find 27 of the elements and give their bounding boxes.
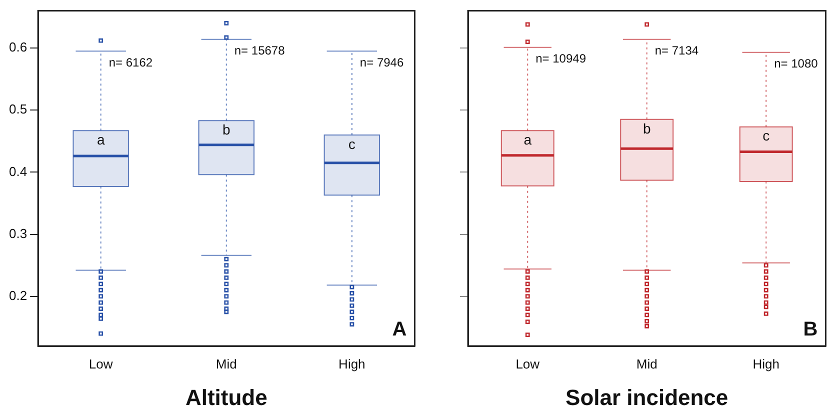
annotation: A bbox=[392, 318, 407, 341]
annotation: c bbox=[348, 136, 356, 152]
annotation: b bbox=[222, 122, 230, 138]
y-tick-label: 0.3 bbox=[8, 226, 28, 241]
x-tick-label: Mid bbox=[636, 356, 658, 372]
x-tick-label: High bbox=[338, 356, 366, 372]
annotation: n= 7946 bbox=[360, 55, 404, 70]
y-tick-label: 0.5 bbox=[8, 102, 28, 117]
annotation: c bbox=[762, 128, 770, 144]
y-tick-label: 0.4 bbox=[8, 164, 28, 179]
x-tick-label: Low bbox=[516, 356, 540, 372]
x-axis-title: Altitude bbox=[185, 384, 268, 410]
y-tick-label: 0.6 bbox=[8, 40, 28, 55]
annotation: n= 6162 bbox=[108, 55, 153, 70]
annotation: n= 10949 bbox=[536, 52, 586, 66]
y-tick-label: 0.2 bbox=[8, 288, 28, 303]
annotation: a bbox=[524, 131, 532, 148]
annotation: a bbox=[96, 131, 105, 148]
x-tick-label: Mid bbox=[216, 356, 237, 372]
x-tick-label: Low bbox=[88, 356, 114, 372]
x-tick-label: High bbox=[752, 356, 780, 372]
x-axis-title: Solar incidence bbox=[566, 384, 728, 410]
annotation: B bbox=[803, 318, 818, 341]
annotation: b bbox=[642, 120, 651, 136]
annotation: n= 15678 bbox=[234, 44, 286, 58]
annotation: n= 1080 bbox=[774, 56, 818, 71]
annotation: n= 7134 bbox=[654, 44, 699, 58]
